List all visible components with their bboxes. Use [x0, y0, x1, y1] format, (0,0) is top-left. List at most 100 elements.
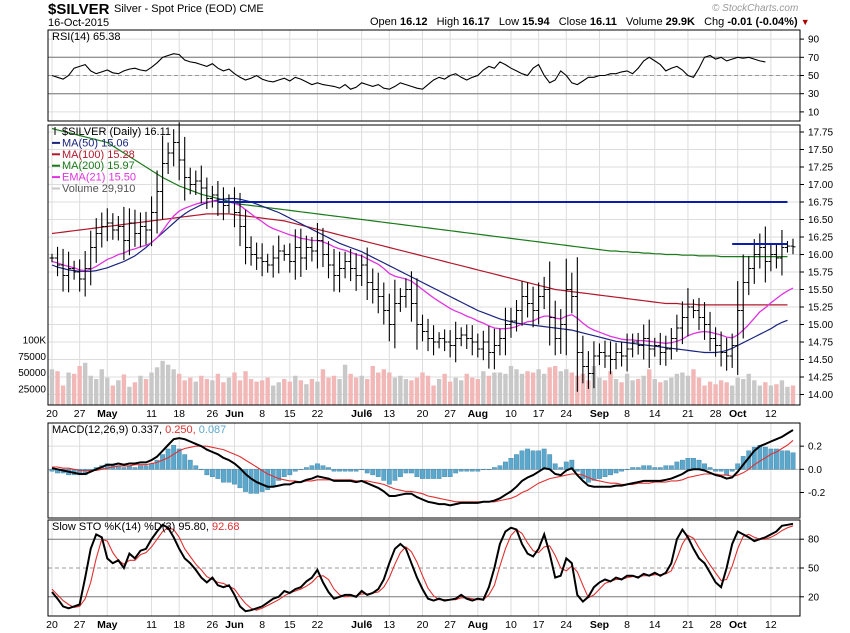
macd-histogram-bar — [729, 469, 735, 472]
macd-histogram-bar — [724, 469, 730, 476]
volume-bar — [680, 372, 685, 405]
volume-bar — [613, 379, 619, 405]
stockcharts-credit: © StockCharts.com — [712, 3, 799, 14]
macd-histogram-bar — [259, 469, 265, 492]
date-axis-label: 21 — [682, 408, 694, 420]
volume-bar — [348, 373, 353, 405]
volume-bar — [88, 375, 93, 405]
bottom-date-axis-label: 22 — [312, 619, 324, 631]
price-bar — [613, 342, 619, 370]
macd-histogram-bar — [132, 467, 138, 470]
volume-bar — [232, 372, 237, 405]
macd-histogram-bar — [635, 467, 641, 470]
volume-bar — [741, 379, 746, 405]
bottom-date-axis-label: May — [97, 619, 118, 631]
price-bar — [541, 276, 547, 310]
macd-histogram-bar — [298, 469, 304, 471]
price-bar — [668, 328, 674, 360]
bottom-date-axis-label: 27 — [74, 619, 86, 631]
price-bar — [652, 337, 658, 357]
macd-histogram-bar — [243, 469, 248, 492]
price-bar — [287, 243, 293, 273]
macd-histogram-bar — [497, 465, 503, 470]
macd-histogram-bar — [420, 469, 425, 479]
volume-bar — [105, 377, 110, 405]
date-axis-label: 8 — [259, 408, 265, 420]
macd-histogram-bar — [226, 469, 232, 483]
volume-bar — [663, 380, 669, 405]
stochastic-axis-tick-label: 50 — [808, 564, 820, 575]
macd-histogram-bar — [409, 469, 414, 474]
price-bar — [453, 321, 459, 363]
macd-histogram-bar — [691, 458, 696, 470]
price-axis-tick-label: 15.25 — [808, 303, 833, 314]
date-axis-label: 15 — [284, 408, 296, 420]
stochastic-legend-d: 92.68 — [212, 521, 240, 533]
volume-bar — [298, 380, 304, 405]
volume-bar — [420, 372, 425, 405]
volume-axis-label: 75000 — [18, 352, 46, 363]
ticker-symbol: $SILVER — [48, 1, 110, 18]
volume-bar — [116, 380, 121, 405]
price-axis-tick-label: 17.50 — [808, 145, 833, 156]
bottom-date-axis-label: 15 — [284, 619, 296, 631]
volume-bar — [99, 369, 104, 405]
price-bar — [757, 233, 763, 269]
volume-bar — [785, 386, 790, 405]
price-bar — [646, 319, 652, 368]
price-bar — [309, 237, 315, 262]
volume-bar — [431, 385, 436, 405]
volume-bar — [276, 382, 281, 405]
date-axis-label: Aug — [468, 408, 488, 420]
price-legend: $SILVER (Daily) 16.11 — [62, 126, 171, 138]
price-bar — [171, 129, 177, 167]
stochastic-panel: 20 50 80 Slow STO %K(14) %D(3) 95.80, 92.68… — [46, 519, 820, 631]
macd-histogram-bar — [525, 448, 530, 470]
volume-bar — [508, 366, 514, 405]
ma200-legend: MA(200) 15.97 — [62, 160, 135, 172]
macd-axis-tick-label: 0.0 — [808, 465, 822, 476]
macd-histogram-bar — [514, 454, 519, 470]
volume-bar — [497, 372, 503, 405]
bottom-date-axis-label: Sep — [590, 619, 609, 631]
price-bar — [342, 251, 348, 279]
macd-histogram-bar — [320, 465, 326, 470]
date-axis-label: 20 — [417, 408, 429, 420]
price-bar — [502, 307, 508, 356]
volume-bar — [387, 372, 392, 405]
price-bar — [60, 248, 66, 292]
date-axis-label: 18 — [173, 408, 185, 420]
macd-histogram-bar — [364, 469, 370, 474]
volume-legend: Volume 29,910 — [62, 183, 135, 195]
macd-histogram-bar — [458, 469, 464, 472]
volume-bar — [215, 373, 221, 405]
macd-legend-hist: 0.087 — [199, 424, 227, 436]
macd-histogram-bar — [392, 469, 398, 481]
bottom-date-axis-label: 26 — [207, 619, 219, 631]
down-arrow-icon: ▼ — [800, 17, 810, 27]
price-bar — [88, 230, 94, 286]
macd-histogram-bar — [574, 469, 580, 472]
price-bar — [265, 253, 271, 273]
stochastic-legend-prefix: Slow STO %K(14) %D(3) — [52, 521, 178, 533]
macd-histogram-bar — [221, 469, 226, 483]
price-bar — [325, 241, 331, 279]
price-bar — [469, 325, 475, 356]
price-bar — [403, 278, 409, 308]
price-bar — [536, 282, 542, 325]
volume-bar — [674, 373, 680, 405]
volume-bar — [353, 377, 359, 405]
macd-histogram-bar — [519, 450, 525, 470]
volume-bar — [331, 375, 337, 405]
price-bar — [530, 286, 536, 328]
volume-bar — [503, 373, 508, 405]
macd-histogram-bar — [209, 469, 215, 477]
macd-histogram-bar — [237, 469, 243, 489]
macd-histogram-bar — [674, 461, 680, 470]
price-bar — [514, 300, 520, 332]
volume-bar — [602, 380, 608, 405]
macd-histogram-bar — [149, 463, 154, 470]
volume-bar — [237, 380, 243, 405]
price-bar — [475, 333, 481, 358]
